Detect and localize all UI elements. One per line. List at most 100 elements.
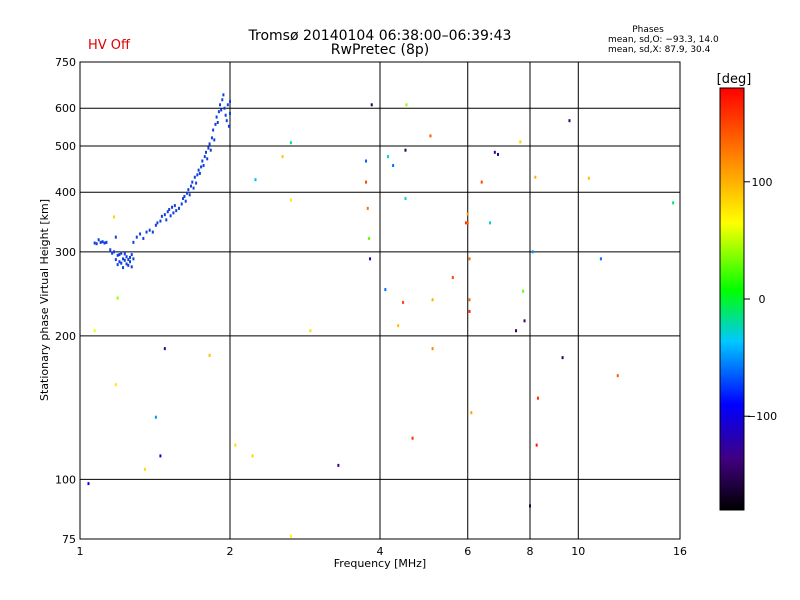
trace-point [186, 191, 189, 195]
trace-point [221, 98, 224, 102]
scatter-point [93, 329, 96, 333]
trace-point [172, 211, 175, 215]
colorbar [719, 87, 745, 511]
scatter-point [208, 353, 211, 357]
trace-point [171, 205, 174, 209]
trace-point [166, 210, 169, 214]
axis-ticks: 1 2 4 6 8 10 16 75 100 200 300 400 500 600 750 [55, 56, 687, 558]
scatter-point [519, 140, 522, 144]
trace-point [175, 209, 178, 213]
colorbar-tick-label: 0 [759, 293, 766, 306]
trace-point [103, 241, 106, 245]
x-tick-label: 4 [377, 545, 384, 558]
scatter-point [289, 198, 292, 202]
scatter-point [114, 383, 117, 387]
trace-point [212, 128, 215, 132]
trace-point [118, 260, 121, 264]
trace-point [222, 93, 225, 97]
trace-point [196, 173, 199, 177]
trace-point [122, 266, 125, 270]
trace-point [220, 108, 223, 112]
scatter-point [561, 356, 564, 360]
trace-point [132, 240, 135, 244]
scatter-point [568, 119, 571, 123]
trace-point [114, 235, 117, 239]
trace-point [114, 258, 117, 262]
scatter-point [515, 329, 518, 333]
trace-point [177, 206, 180, 210]
trace-point [112, 250, 115, 254]
x-tick-label: 1 [77, 545, 84, 558]
trace-point [204, 150, 207, 154]
x-tick-label: 2 [227, 545, 234, 558]
scatter-point [451, 276, 454, 280]
trace-point [208, 142, 211, 146]
scatter-point [496, 152, 499, 156]
trace-point [198, 171, 201, 175]
scatter-point [536, 396, 539, 400]
trace-point [93, 241, 96, 245]
scatter-point [431, 298, 434, 302]
scatter-point [672, 201, 675, 205]
scatter-point [405, 103, 408, 107]
trace-point [159, 219, 162, 223]
scatter-point [489, 221, 492, 225]
trace-point [225, 119, 228, 123]
x-tick-label: 16 [673, 545, 687, 558]
trace-point [182, 197, 185, 201]
scatter-point [468, 309, 471, 313]
scatter-point [159, 454, 162, 458]
trace-point [123, 252, 126, 256]
scatter-point [386, 155, 389, 159]
scatter-point [87, 482, 90, 486]
scatter-point [112, 215, 115, 219]
scatter-point [480, 180, 483, 184]
trace-point [217, 110, 220, 114]
trace-point [111, 251, 114, 255]
grid-lines [80, 62, 680, 539]
trace-point [187, 188, 190, 192]
trace-point [123, 258, 126, 262]
trace-point [195, 181, 198, 185]
y-tick-label: 200 [55, 330, 76, 343]
chart-title: Tromsø 20140104 06:38:00–06:39:43 [248, 28, 512, 44]
trace-point [142, 236, 145, 240]
trace-point [116, 263, 119, 267]
scatter-point [392, 164, 395, 168]
trace-point [163, 213, 166, 217]
scatter-point [534, 175, 537, 179]
trace-point [173, 204, 176, 208]
trace-point [206, 157, 209, 161]
scatter-point [281, 155, 284, 159]
scatter-point [384, 288, 387, 292]
trace-point [180, 202, 183, 206]
scatter-point [254, 178, 257, 182]
scatter-point [599, 257, 602, 261]
scatter-point [523, 319, 526, 323]
scatter-point [468, 298, 471, 302]
phase-o-stats: mean, sd,O: −93.3, 14.0 [608, 35, 719, 45]
scatter-point [429, 134, 432, 138]
trace-point [168, 207, 171, 211]
trace-point [130, 253, 133, 257]
scatter-point [493, 150, 496, 154]
colorbar-ticks: 100 0 −100 [744, 176, 777, 423]
scatter-point [404, 148, 407, 152]
scatter-point [154, 415, 157, 419]
trace-point [139, 232, 142, 236]
trace-point [99, 240, 102, 244]
scatter-point [411, 436, 414, 440]
phase-title: Phases [632, 25, 664, 35]
scatter-point [365, 159, 368, 163]
scatter-point [402, 300, 405, 304]
scatter-point [143, 467, 146, 471]
x-axis-label: Frequency [MHz] [334, 557, 426, 570]
scatter-point [529, 504, 531, 508]
trace-point [169, 214, 172, 218]
trace-point [192, 186, 195, 190]
x-tick-label: 8 [527, 545, 534, 558]
scatter-point [163, 347, 166, 351]
scatter-point [616, 374, 619, 378]
scatter-point [234, 443, 237, 447]
trace-point [226, 103, 229, 107]
